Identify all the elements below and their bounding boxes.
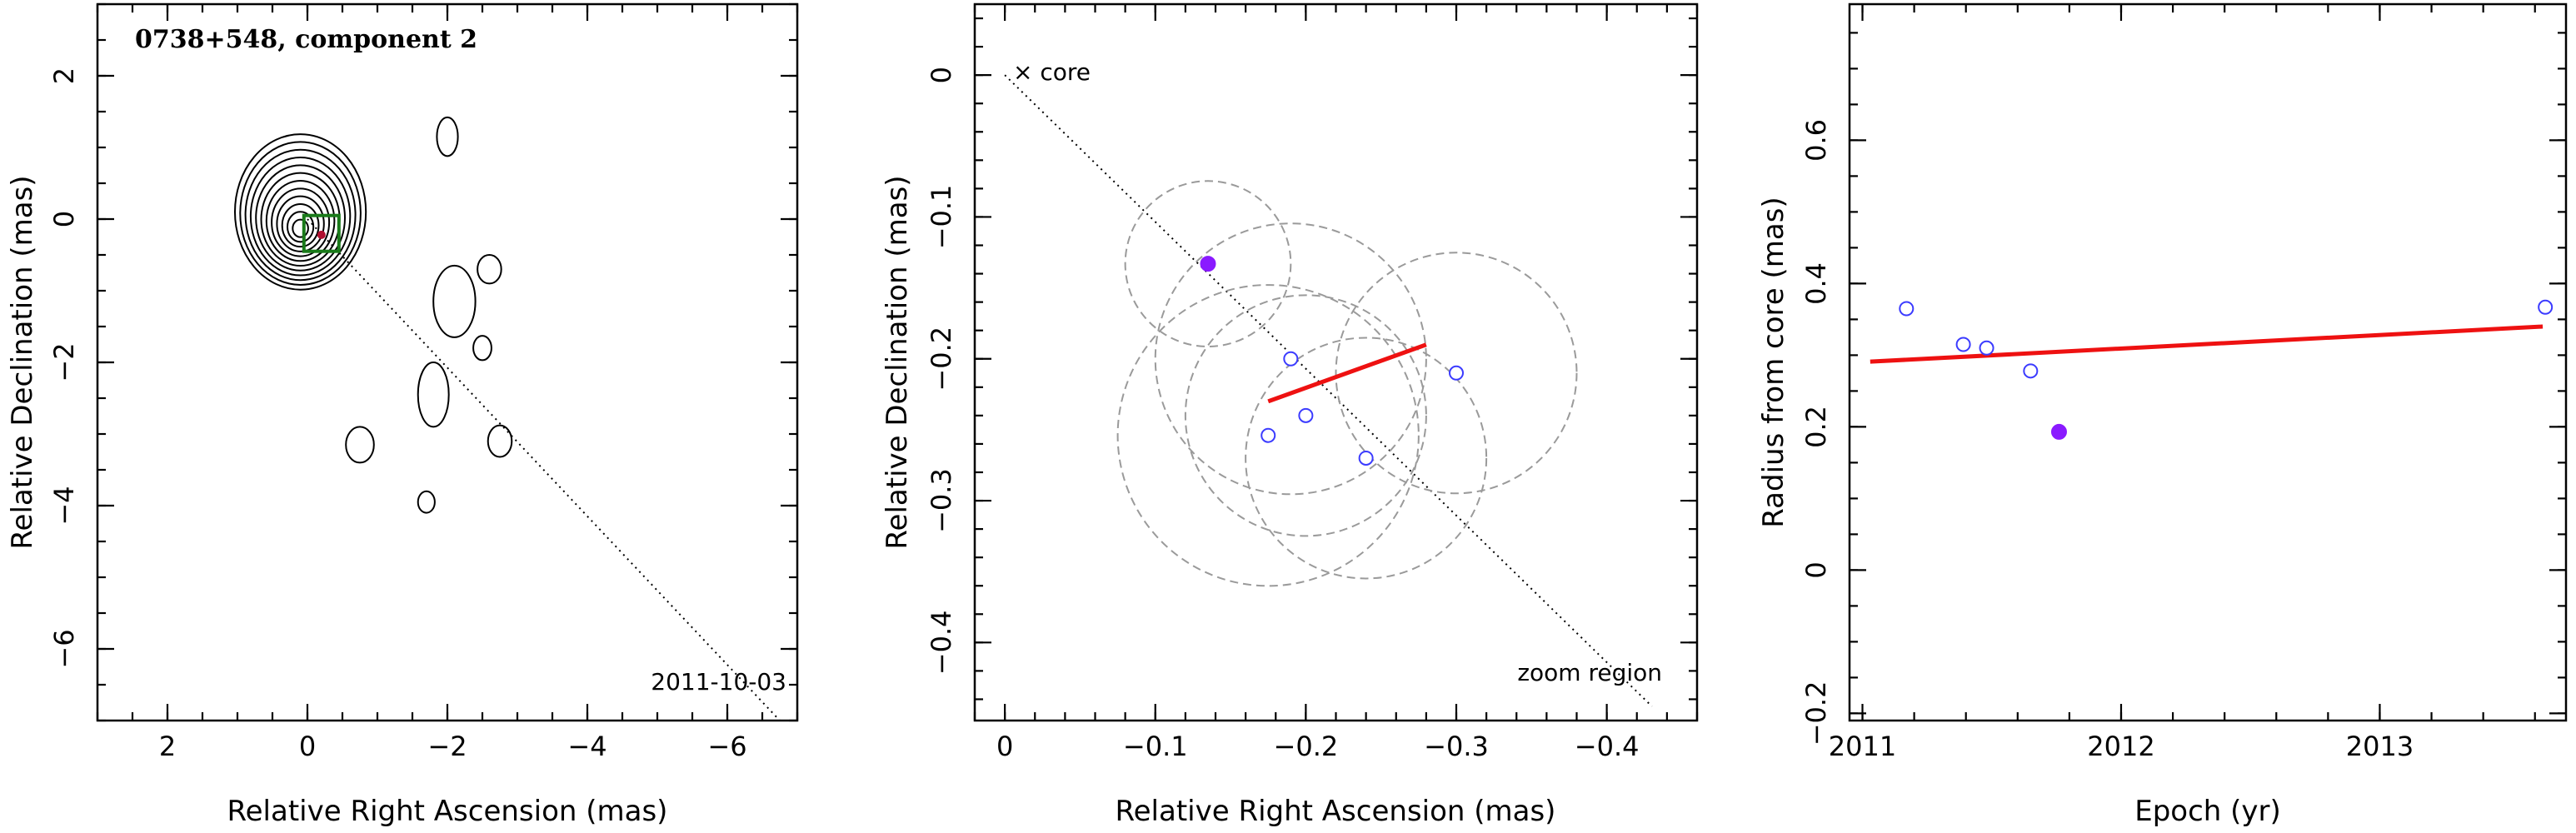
data-point-open <box>1979 340 1994 356</box>
chart-title: 0738+548, component 2 <box>135 25 477 54</box>
component-marker <box>317 230 326 239</box>
fit-line <box>1870 324 2544 364</box>
contour-island <box>472 335 492 362</box>
data-point-open <box>1449 365 1464 381</box>
y-tick-label: −0.3 <box>926 468 957 533</box>
y-tick-label: 0 <box>48 211 80 227</box>
data-point-filled <box>1200 256 1216 272</box>
y-axis-label: Radius from core (mas) <box>1757 197 1790 527</box>
date-label: 2011-10-03 <box>651 668 786 696</box>
contour-island <box>487 424 513 458</box>
x-tick-label: −0.3 <box>1424 731 1489 762</box>
x-tick-label: 0 <box>996 731 1013 762</box>
core-contour <box>281 202 320 248</box>
x-tick-label: 2012 <box>2087 731 2154 762</box>
uncertainty-circle <box>1245 337 1488 580</box>
x-tick-label: 2 <box>159 731 176 762</box>
contour-island <box>436 116 459 157</box>
core-label: × core <box>1013 58 1091 86</box>
data-point-filled <box>2050 423 2067 440</box>
x-tick-label: −2 <box>427 731 467 762</box>
core-contour <box>239 141 362 286</box>
uncertainty-circle <box>1335 252 1578 495</box>
y-tick-label: 2 <box>48 67 80 84</box>
contour-island <box>477 254 502 285</box>
zoom-region-label: zoom region <box>1517 659 1662 686</box>
y-axis-label: Relative Declination (mas) <box>6 175 39 549</box>
x-tick-label: 2011 <box>1829 731 1896 762</box>
x-tick-label: −6 <box>707 731 746 762</box>
uncertainty-circle <box>1184 294 1427 537</box>
panel-contour-map: 2 0 −2 −4 −6 2 0 −2 −4 −6 0738+548, component 2 2… <box>6 2 799 828</box>
y-axis-label: Relative Declination (mas) <box>881 175 914 549</box>
data-point-open <box>1955 337 1971 352</box>
x-tick-label: −0.1 <box>1123 731 1188 762</box>
fit-line <box>1267 342 1427 404</box>
y-tick-label: 0 <box>1800 561 1832 578</box>
x-axis-label: Relative Right Ascension (mas) <box>227 795 668 828</box>
x-tick-label: −4 <box>567 731 607 762</box>
core-contour <box>249 157 352 277</box>
core-contour <box>255 164 347 272</box>
x-tick-label: −0.2 <box>1274 731 1339 762</box>
zoom-region-box <box>302 213 341 253</box>
x-tick-label: 2013 <box>2346 731 2414 762</box>
data-point-open <box>1283 351 1299 367</box>
y-tick-label: −0.2 <box>1800 681 1832 746</box>
core-contour <box>265 180 336 262</box>
x-tick-label: 0 <box>299 731 316 762</box>
contour-island <box>432 264 477 338</box>
trajectory-line <box>307 218 781 721</box>
contour-island <box>345 426 375 464</box>
panel-zoom-region: 0 −0.1 −0.2 −0.3 −0.4 0 −0.1 −0.2 −0.3 −0.4 × cor… <box>881 2 1699 828</box>
plot-frame <box>96 2 799 722</box>
core-contour <box>287 211 315 243</box>
y-tick-label: −0.1 <box>926 185 957 250</box>
core-contour <box>234 133 367 291</box>
uncertainty-circle <box>1154 222 1427 496</box>
core-contour <box>292 218 309 238</box>
data-point-open <box>1298 407 1314 423</box>
data-point-open <box>1358 450 1374 466</box>
data-point-open <box>2023 363 2039 379</box>
data-point-open <box>1899 301 1915 317</box>
uncertainty-circle <box>1124 180 1292 347</box>
y-tick-label: 0 <box>926 67 957 83</box>
contour-island <box>417 362 450 428</box>
y-tick-label: −2 <box>48 342 80 382</box>
y-tick-label: −0.2 <box>926 327 957 392</box>
x-axis-label: Epoch (yr) <box>2134 795 2281 828</box>
y-tick-label: 0.2 <box>1800 406 1832 448</box>
data-point-open <box>2538 299 2554 315</box>
y-tick-label: 0.4 <box>1800 262 1832 305</box>
contour-island <box>417 490 436 514</box>
y-tick-label: −6 <box>48 629 80 668</box>
trajectory-line <box>1004 74 1653 707</box>
panel-radius-vs-epoch: 2011 2012 2013 −0.2 0 0.2 0.4 0.6 Epoch (yr) Ra… <box>1757 2 2568 828</box>
plot-frame <box>1848 2 2568 722</box>
y-tick-label: −4 <box>48 486 80 525</box>
x-tick-label: −0.4 <box>1575 731 1640 762</box>
uncertainty-circle <box>1116 284 1420 587</box>
core-contour <box>271 187 331 257</box>
y-tick-label: −0.4 <box>926 610 957 675</box>
core-contour <box>244 148 357 282</box>
x-axis-label: Relative Right Ascension (mas) <box>1116 795 1556 828</box>
data-point-open <box>1261 427 1276 443</box>
core-contour <box>276 195 325 252</box>
y-tick-label: 0.6 <box>1800 119 1832 162</box>
